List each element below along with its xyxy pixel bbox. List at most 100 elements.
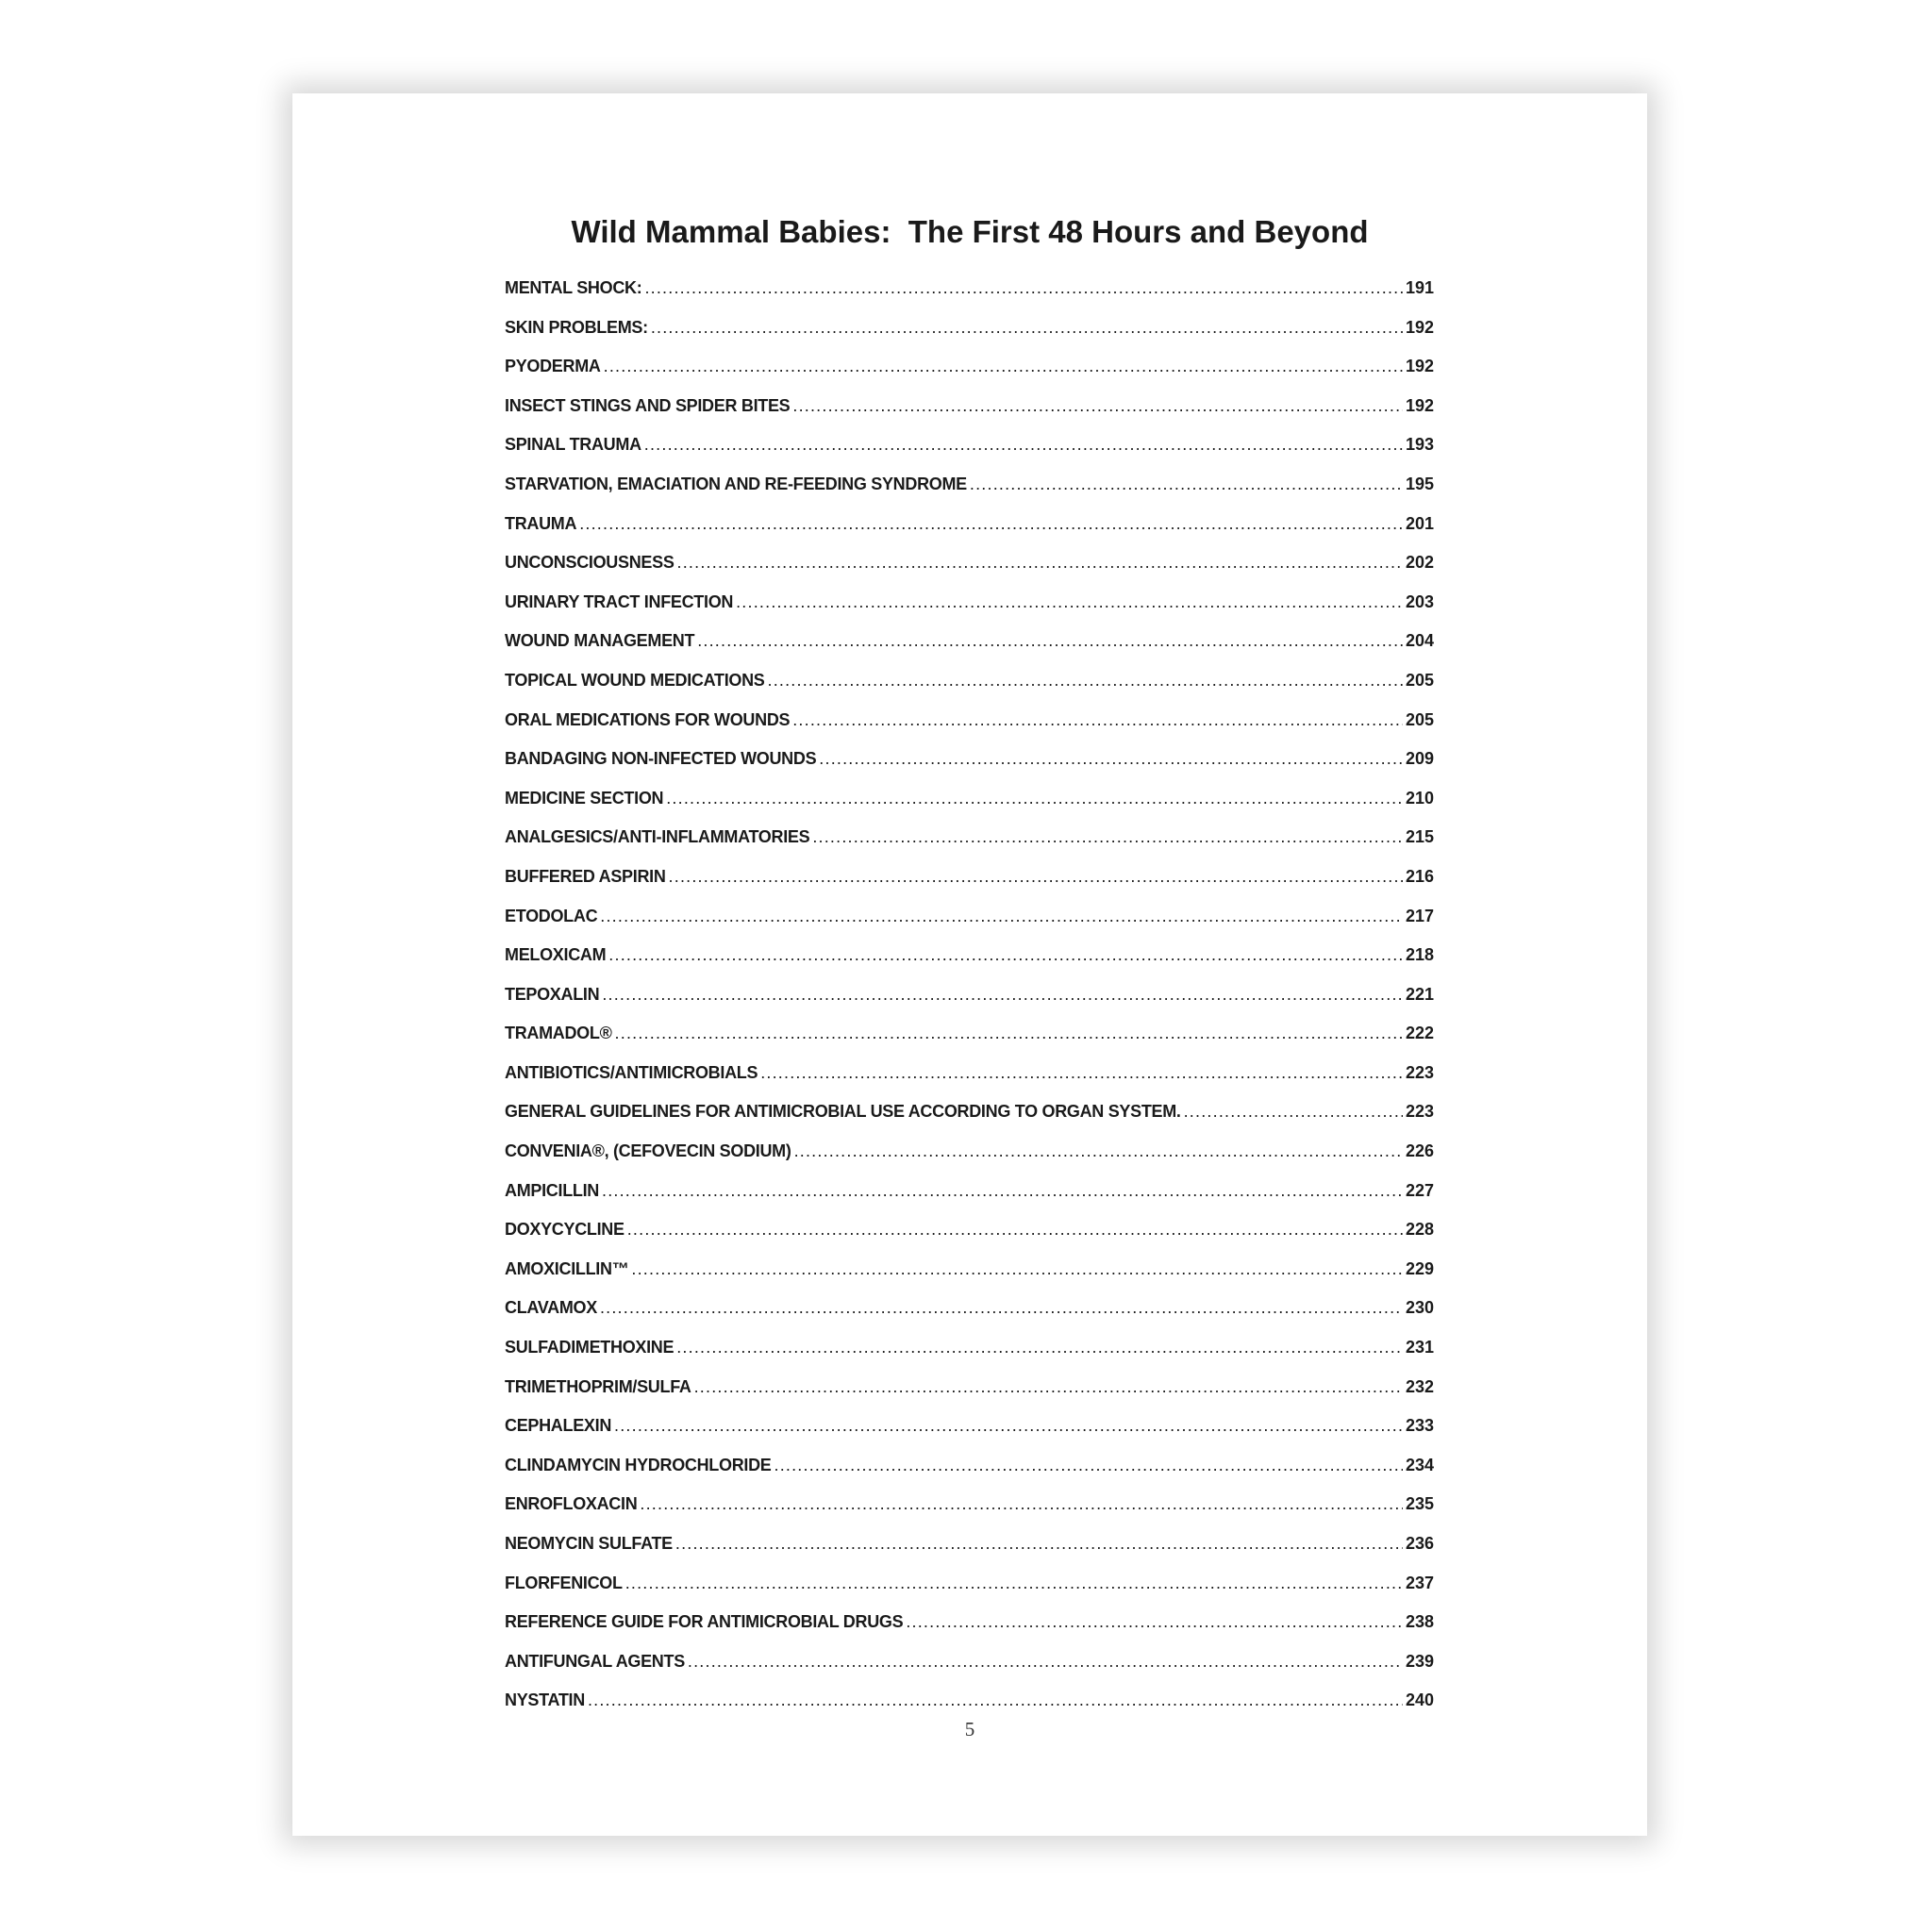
toc-entry-label: WOUND MANAGEMENT — [505, 631, 695, 651]
toc-entry[interactable]: TRIMETHOPRIM/SULFA 232 — [505, 1368, 1434, 1407]
toc-entry[interactable]: GENERAL GUIDELINES FOR ANTIMICROBIAL USE… — [505, 1092, 1434, 1132]
toc-entry[interactable]: ANTIBIOTICS/ANTIMICROBIALS 223 — [505, 1054, 1434, 1093]
toc-entry[interactable]: DOXYCYCLINE 228 — [505, 1210, 1434, 1250]
toc-entry-label: ETODOLAC — [505, 906, 598, 925]
toc-entry-page: 192 — [1405, 357, 1434, 376]
toc-entry[interactable]: CLINDAMYCIN HYDROCHLORIDE 234 — [505, 1446, 1434, 1486]
toc-entry-label: GENERAL GUIDELINES FOR ANTIMICROBIAL USE… — [505, 1102, 1181, 1122]
toc-entry-page: 238 — [1405, 1612, 1434, 1632]
dot-leader — [792, 701, 1403, 741]
dot-leader — [768, 661, 1403, 701]
toc-entry-label: TRAMADOL® — [505, 1024, 612, 1043]
toc-entry[interactable]: AMPICILLIN 227 — [505, 1172, 1434, 1211]
toc-entry[interactable]: TRAMADOL® 222 — [505, 1014, 1434, 1054]
toc-entry[interactable]: SULFADIMETHOXINE 231 — [505, 1328, 1434, 1368]
toc-entry-page: 195 — [1405, 474, 1434, 493]
toc-entry[interactable]: URINARY TRACT INFECTION 203 — [505, 583, 1434, 623]
toc-entry-page: 217 — [1405, 906, 1434, 925]
toc-entry-page: 193 — [1405, 435, 1434, 455]
toc-entry-page: 232 — [1405, 1376, 1434, 1396]
toc-entry-page: 239 — [1405, 1651, 1434, 1671]
toc-entry-label: BUFFERED ASPIRIN — [505, 866, 666, 886]
toc-entry[interactable]: SKIN PROBLEMS: 192 — [505, 308, 1434, 348]
toc-entry-page: 233 — [1405, 1416, 1434, 1436]
toc-entry[interactable]: ENROFLOXACIN 235 — [505, 1485, 1434, 1524]
dot-leader — [774, 1446, 1403, 1486]
dot-leader — [604, 347, 1403, 387]
toc-entry-label: NYSTATIN — [505, 1690, 585, 1710]
dot-leader — [688, 1642, 1403, 1682]
toc-entry[interactable]: BANDAGING NON-INFECTED WOUNDS 209 — [505, 740, 1434, 779]
toc-entry[interactable]: FLORFENICOL 237 — [505, 1564, 1434, 1604]
toc-entry[interactable]: REFERENCE GUIDE FOR ANTIMICROBIAL DRUGS 2… — [505, 1603, 1434, 1642]
toc-entry[interactable]: MENTAL SHOCK: 191 — [505, 269, 1434, 308]
toc-entry[interactable]: ANTIFUNGAL AGENTS 239 — [505, 1642, 1434, 1682]
toc-entry-page: 235 — [1405, 1494, 1434, 1514]
toc-entry[interactable]: CONVENIA®, (CEFOVECIN SODIUM) 226 — [505, 1132, 1434, 1172]
toc-entry[interactable]: ETODOLAC 217 — [505, 897, 1434, 937]
toc-entry-page: 222 — [1405, 1024, 1434, 1043]
toc-entry-label: MELOXICAM — [505, 945, 607, 965]
page-title: Wild Mammal Babies: The First 48 Hours a… — [571, 214, 1369, 249]
toc-entry[interactable]: CEPHALEXIN 233 — [505, 1407, 1434, 1446]
toc-entry[interactable]: ORAL MEDICATIONS FOR WOUNDS 205 — [505, 701, 1434, 741]
dot-leader — [906, 1603, 1403, 1642]
toc-entry[interactable]: TOPICAL WOUND MEDICATIONS 205 — [505, 661, 1434, 701]
toc-entry-page: 216 — [1405, 866, 1434, 886]
toc-entry-page: 223 — [1405, 1102, 1434, 1122]
toc-entry-page: 209 — [1405, 749, 1434, 769]
toc-entry-label: TOPICAL WOUND MEDICATIONS — [505, 670, 765, 690]
toc-entry[interactable]: SPINAL TRAUMA 193 — [505, 425, 1434, 465]
toc-entry-label: ORAL MEDICATIONS FOR WOUNDS — [505, 709, 791, 729]
dot-leader — [579, 505, 1403, 544]
toc-entry[interactable]: STARVATION, EMACIATION AND RE-FEEDING SY… — [505, 465, 1434, 505]
toc-entry[interactable]: INSECT STINGS AND SPIDER BITES 192 — [505, 387, 1434, 426]
toc-entry-label: ANTIBIOTICS/ANTIMICROBIALS — [505, 1062, 758, 1082]
toc-entry-page: 218 — [1405, 945, 1434, 965]
toc-entry-page: 215 — [1405, 827, 1434, 847]
dot-leader — [736, 583, 1403, 623]
dot-leader — [970, 465, 1403, 505]
toc-entry[interactable]: MEDICINE SECTION 210 — [505, 779, 1434, 819]
dot-leader — [694, 1368, 1403, 1407]
toc-entry[interactable]: CLAVAMOX 230 — [505, 1289, 1434, 1328]
dot-leader — [812, 818, 1403, 858]
toc-entry-page: 191 — [1405, 278, 1434, 297]
toc-entry-label: PYODERMA — [505, 357, 601, 376]
toc-entry-label: AMOXICILLIN™ — [505, 1258, 629, 1278]
dot-leader — [792, 387, 1403, 426]
toc-entry-page: 205 — [1405, 670, 1434, 690]
toc-entry-label: ENROFLOXACIN — [505, 1494, 638, 1514]
toc-entry-label: FLORFENICOL — [505, 1573, 623, 1592]
dot-leader — [651, 308, 1403, 348]
dot-leader — [600, 897, 1403, 937]
toc-entry[interactable]: MELOXICAM 218 — [505, 936, 1434, 975]
toc-entry[interactable]: TEPOXALIN 221 — [505, 975, 1434, 1015]
toc-entry[interactable]: WOUND MANAGEMENT 204 — [505, 622, 1434, 661]
dot-leader — [631, 1250, 1403, 1290]
toc-entry[interactable]: NEOMYCIN SULFATE 236 — [505, 1524, 1434, 1564]
dot-leader — [677, 543, 1403, 583]
dot-leader — [627, 1210, 1403, 1250]
toc-entry-label: ANTIFUNGAL AGENTS — [505, 1651, 685, 1671]
toc-entry-label: CEPHALEXIN — [505, 1416, 612, 1436]
toc-entry-label: INSECT STINGS AND SPIDER BITES — [505, 395, 791, 415]
toc-entry-label: SULFADIMETHOXINE — [505, 1338, 675, 1357]
toc-entry[interactable]: AMOXICILLIN™ 229 — [505, 1250, 1434, 1290]
dot-leader — [676, 1328, 1403, 1368]
toc-entry[interactable]: BUFFERED ASPIRIN 216 — [505, 858, 1434, 897]
toc-entry-label: URINARY TRACT INFECTION — [505, 591, 734, 611]
toc-entry[interactable]: UNCONSCIOUSNESS 202 — [505, 543, 1434, 583]
toc-entry-page: 204 — [1405, 631, 1434, 651]
toc-entry-page: 237 — [1405, 1573, 1434, 1592]
toc-entry-page: 227 — [1405, 1180, 1434, 1200]
toc-entry[interactable]: TRAUMA 201 — [505, 505, 1434, 544]
toc-entry-page: 205 — [1405, 709, 1434, 729]
toc-entry-label: SKIN PROBLEMS: — [505, 317, 648, 337]
toc-entry[interactable]: ANALGESICS/ANTI-INFLAMMATORIES 215 — [505, 818, 1434, 858]
dot-leader — [588, 1681, 1403, 1721]
toc-entry[interactable]: NYSTATIN 240 — [505, 1681, 1434, 1721]
toc-entry[interactable]: PYODERMA 192 — [505, 347, 1434, 387]
toc-entry-label: NEOMYCIN SULFATE — [505, 1534, 673, 1553]
